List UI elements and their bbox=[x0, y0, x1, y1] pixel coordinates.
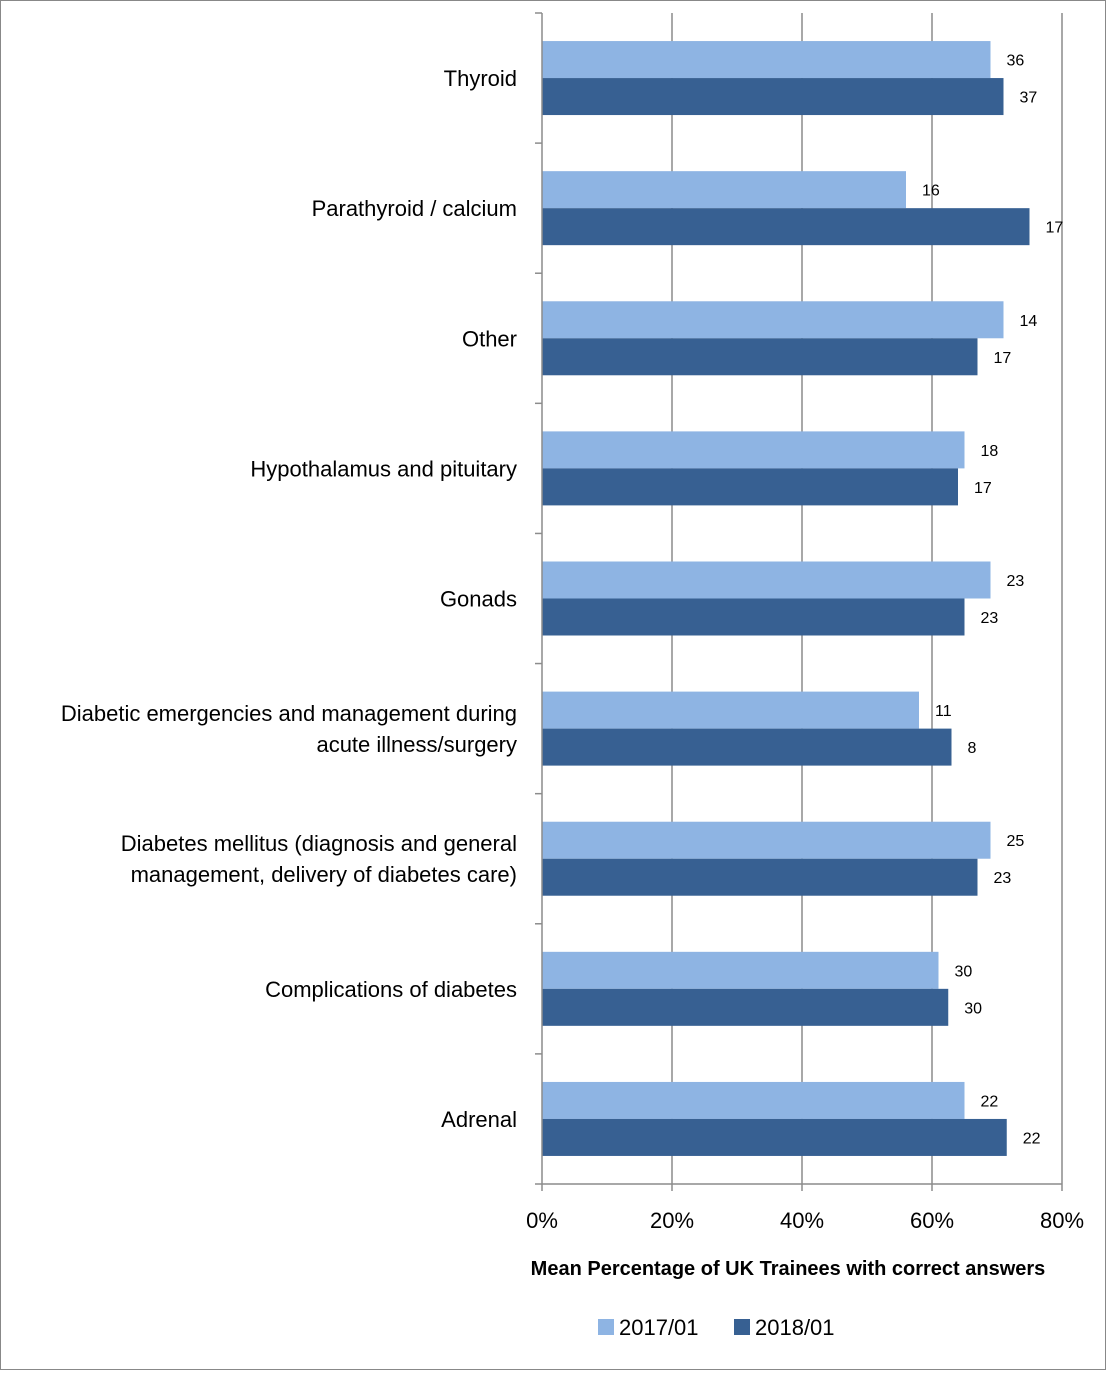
category-label: Hypothalamus and pituitary bbox=[250, 456, 517, 481]
data-label: 14 bbox=[1020, 313, 1038, 330]
legend-swatch bbox=[734, 1319, 750, 1335]
legend-label: 2017/01 bbox=[619, 1315, 699, 1340]
x-tick-labels: 0% 20% 40% 60% 80% bbox=[526, 1208, 1084, 1233]
data-label: 37 bbox=[1020, 90, 1038, 107]
category-label-line: Gonads bbox=[440, 587, 517, 612]
bar bbox=[542, 208, 1030, 246]
category-label-line: Diabetes mellitus (diagnosis and general bbox=[121, 831, 517, 856]
category-label-line: Complications of diabetes bbox=[265, 977, 517, 1002]
category-label-line: Parathyroid / calcium bbox=[312, 196, 517, 221]
bar bbox=[542, 1118, 1007, 1156]
bar bbox=[542, 468, 958, 506]
x-tick-label: 20% bbox=[650, 1208, 694, 1233]
x-tick-label: 60% bbox=[910, 1208, 954, 1233]
data-label: 23 bbox=[981, 610, 999, 627]
data-label: 23 bbox=[994, 870, 1012, 887]
category-label-line: management, delivery of diabetes care) bbox=[131, 862, 517, 887]
axes bbox=[535, 12, 1063, 1191]
bar bbox=[542, 728, 952, 766]
data-label: 11 bbox=[935, 703, 952, 720]
data-label: 22 bbox=[981, 1093, 999, 1110]
data-label: 22 bbox=[1023, 1130, 1041, 1147]
category-label: Parathyroid / calcium bbox=[312, 196, 517, 221]
data-label: 16 bbox=[922, 183, 940, 200]
bar bbox=[542, 301, 1004, 339]
bars bbox=[542, 41, 1030, 1156]
data-label: 36 bbox=[1007, 53, 1025, 70]
bar bbox=[542, 951, 939, 989]
category-label: Adrenal bbox=[441, 1107, 517, 1132]
category-labels: Thyroid Parathyroid / calcium Other Hypotha… bbox=[61, 66, 517, 1132]
bar bbox=[542, 821, 991, 859]
bar bbox=[542, 1081, 965, 1119]
category-label: Complications of diabetes bbox=[265, 977, 517, 1002]
legend-label: 2018/01 bbox=[755, 1315, 835, 1340]
data-label: 30 bbox=[964, 1000, 982, 1017]
bar bbox=[542, 171, 906, 209]
legend-swatch bbox=[598, 1319, 614, 1335]
bar bbox=[542, 561, 991, 599]
bar bbox=[542, 988, 949, 1026]
x-tick-label: 80% bbox=[1040, 1208, 1084, 1233]
bar bbox=[542, 691, 919, 729]
category-label-line: Other bbox=[462, 326, 517, 351]
data-label: 30 bbox=[955, 963, 973, 980]
category-label-line: acute illness/surgery bbox=[316, 732, 517, 757]
data-label: 17 bbox=[974, 480, 992, 497]
data-label: 8 bbox=[968, 740, 977, 757]
data-label: 25 bbox=[1007, 833, 1025, 850]
category-label-line: Diabetic emergencies and management duri… bbox=[61, 701, 517, 726]
data-label: 23 bbox=[1007, 573, 1025, 590]
bar bbox=[542, 858, 978, 896]
category-label: Diabetes mellitus (diagnosis and general… bbox=[121, 831, 517, 887]
category-label-line: Thyroid bbox=[444, 66, 517, 91]
x-tick-label: 40% bbox=[780, 1208, 824, 1233]
data-label: 17 bbox=[1046, 220, 1064, 237]
category-label: Gonads bbox=[440, 587, 517, 612]
category-label: Thyroid bbox=[444, 66, 517, 91]
bar bbox=[542, 41, 991, 79]
category-label-line: Adrenal bbox=[441, 1107, 517, 1132]
data-label: 18 bbox=[981, 443, 999, 460]
data-label: 17 bbox=[994, 350, 1012, 367]
x-axis-title: Mean Percentage of UK Trainees with corr… bbox=[531, 1258, 1046, 1280]
x-tick-label: 0% bbox=[526, 1208, 558, 1233]
category-label-line: Hypothalamus and pituitary bbox=[250, 456, 517, 481]
bar bbox=[542, 431, 965, 469]
data-labels: 36 37 16 17 14 17 18 17 23 23 11 8 25 23 30 30 22 22 bbox=[922, 53, 1063, 1148]
category-label: Diabetic emergencies and management duri… bbox=[61, 701, 517, 757]
bar bbox=[542, 598, 965, 636]
bar bbox=[542, 338, 978, 376]
bar bbox=[542, 78, 1004, 116]
legend: 2017/01 2018/01 bbox=[598, 1315, 835, 1340]
category-label: Other bbox=[462, 326, 517, 351]
